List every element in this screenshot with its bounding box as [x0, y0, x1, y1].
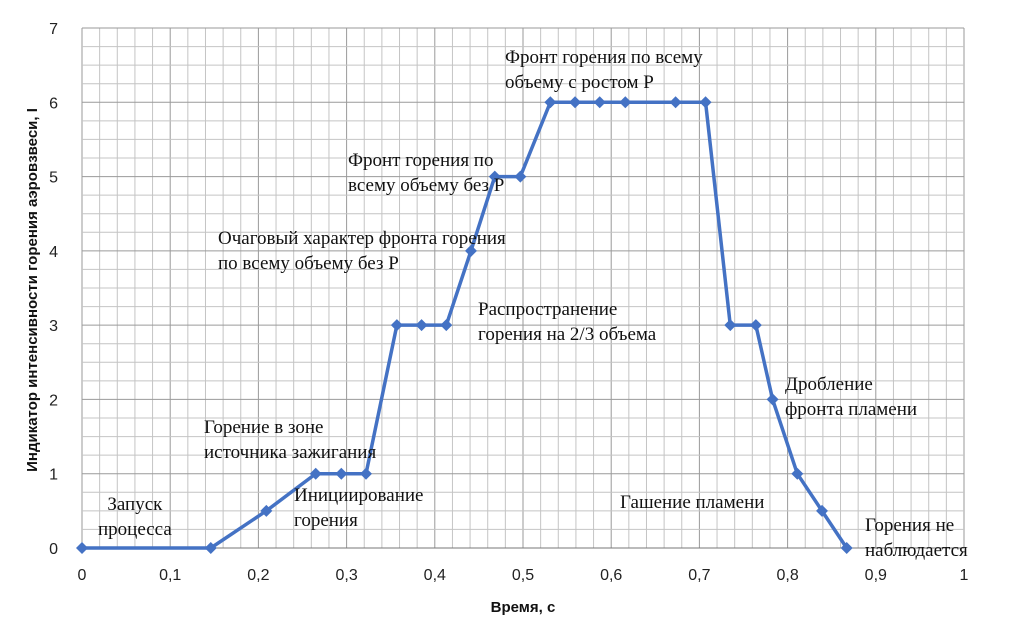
- tick-labels: 0 0,1 0,2 0,3 0,4 0,5 0,6 0,7 0,8 0,9 1 0 1 2 3 4 5 6 7: [49, 21, 968, 584]
- x-tick-label: 0,5: [512, 567, 534, 584]
- data-point-marker: [724, 319, 737, 332]
- data-point-marker: [360, 467, 373, 480]
- data-point-marker: [390, 319, 403, 332]
- x-tick-label: 0: [78, 567, 87, 584]
- y-tick-label: 7: [49, 21, 58, 38]
- data-point-marker: [260, 504, 273, 517]
- series-line: [76, 96, 853, 554]
- y-tick-label: 4: [49, 244, 58, 261]
- y-tick-label: 5: [49, 170, 58, 187]
- data-point-marker: [204, 542, 217, 554]
- y-tick-label: 6: [49, 95, 58, 112]
- annotation-label: Распространение горения на 2/3 объема: [478, 299, 657, 345]
- annotation-label: Фронт горения по всему объему без P: [348, 150, 505, 196]
- data-point-marker: [440, 319, 453, 332]
- data-point-marker: [699, 96, 712, 109]
- data-point-marker: [840, 542, 853, 554]
- x-tick-label: 0,7: [688, 567, 710, 584]
- data-point-marker: [766, 393, 779, 406]
- grid: [81, 27, 965, 549]
- data-point-marker: [335, 467, 348, 480]
- data-point-marker: [619, 96, 632, 109]
- x-tick-label: 0,6: [600, 567, 622, 584]
- data-point-marker: [309, 467, 322, 480]
- x-tick-label: 0,3: [335, 567, 357, 584]
- x-tick-label: 0,8: [776, 567, 798, 584]
- y-tick-label: 1: [49, 467, 58, 484]
- data-point-marker: [749, 319, 762, 332]
- y-tick-label: 2: [49, 392, 58, 409]
- y-tick-label: 0: [49, 541, 58, 558]
- x-tick-label: 0,2: [247, 567, 269, 584]
- annotation-label: Горение в зоне источника зажигания: [204, 417, 377, 463]
- data-point-marker: [415, 319, 428, 332]
- data-point-marker: [791, 467, 804, 480]
- data-point-marker: [669, 96, 682, 109]
- x-axis-label: Время, с: [491, 599, 556, 616]
- data-point-marker: [488, 170, 501, 183]
- data-point-marker: [569, 96, 582, 109]
- data-point-marker: [815, 504, 828, 517]
- data-point-marker: [514, 170, 527, 183]
- x-tick-label: 0,1: [159, 567, 181, 584]
- data-point-marker: [464, 244, 477, 257]
- annotation-label: Инициирование горения: [294, 485, 424, 531]
- data-point-marker: [593, 96, 606, 109]
- x-tick-label: 1: [960, 567, 969, 584]
- annotation-label: Запуск процесса: [98, 494, 172, 540]
- annotation-label: Дробление фронта пламени: [785, 374, 918, 420]
- annotation-label: Горения не наблюдается: [865, 515, 968, 561]
- data-point-marker: [76, 542, 88, 554]
- data-point-marker: [544, 96, 557, 109]
- annotation-label: Гашение пламени: [620, 492, 765, 513]
- annotation-label: Очаговый характер фронта горения по всем…: [218, 228, 506, 274]
- y-tick-label: 3: [49, 318, 58, 335]
- annotation-label: Фронт горения по всему объему с ростом P: [505, 47, 703, 93]
- x-tick-label: 0,9: [865, 567, 887, 584]
- y-axis-label: Индикатор интенсивности горения аэровзве…: [24, 108, 41, 472]
- x-tick-label: 0,4: [424, 567, 446, 584]
